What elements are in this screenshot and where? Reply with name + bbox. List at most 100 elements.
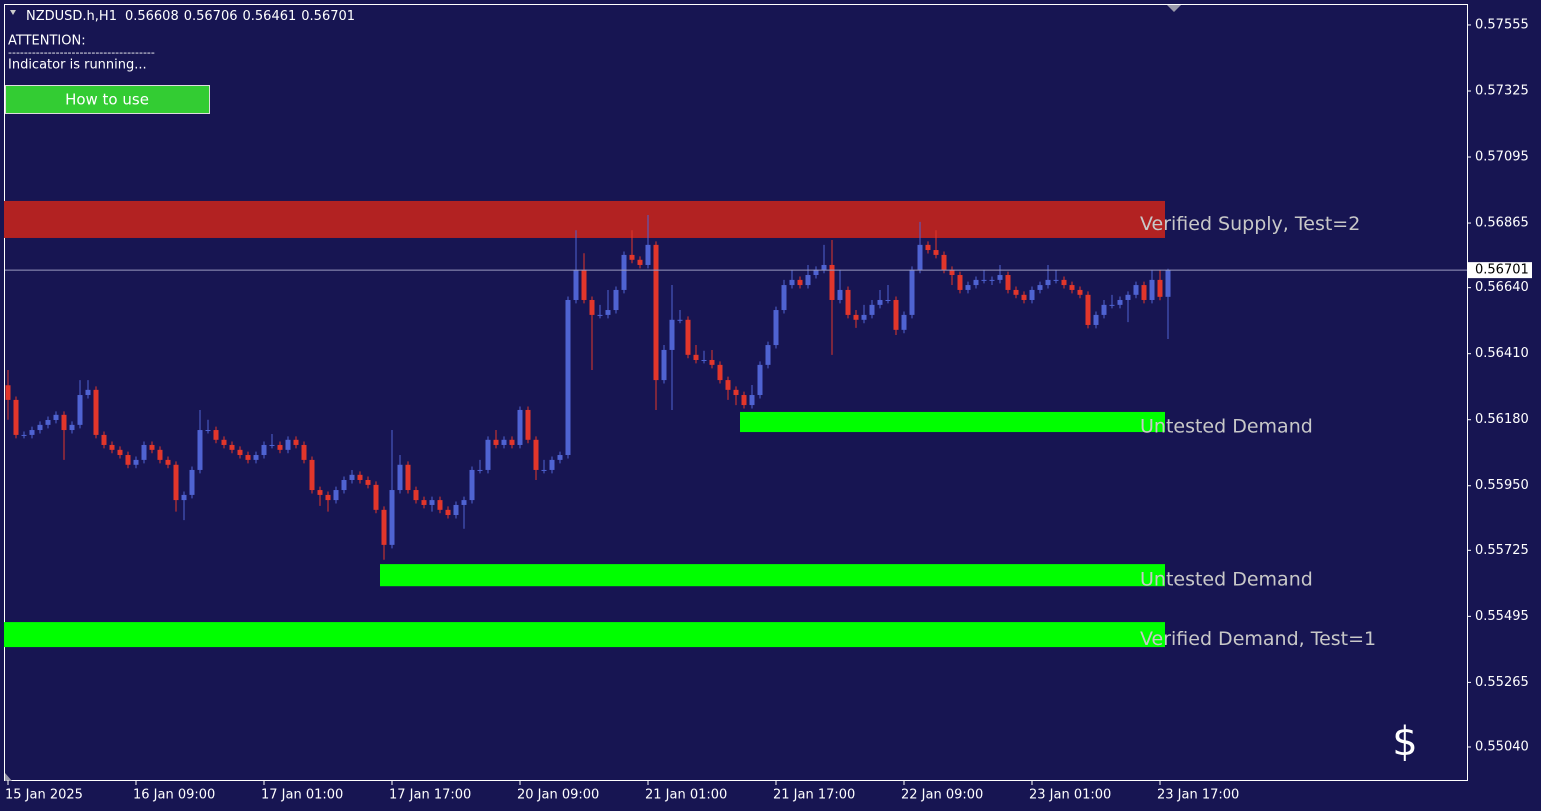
candle-body xyxy=(645,244,651,265)
candle-body xyxy=(917,244,923,270)
candle-body xyxy=(93,389,99,435)
y-tick-label: 0.57555 xyxy=(1475,17,1529,32)
x-tick-label: 17 Jan 17:00 xyxy=(389,788,471,803)
candle-body xyxy=(965,285,971,290)
candle-body xyxy=(261,444,267,456)
candle-body xyxy=(13,399,19,435)
candle-body xyxy=(21,434,27,436)
x-tick-label: 16 Jan 09:00 xyxy=(133,788,215,803)
candle-body xyxy=(253,455,259,460)
candle-body xyxy=(1133,285,1139,295)
candle-body xyxy=(133,459,139,465)
header-close: 0.56701 xyxy=(301,9,355,24)
candle-body xyxy=(685,319,691,355)
y-tick-label: 0.55040 xyxy=(1475,739,1529,754)
candle-body xyxy=(1157,279,1163,297)
candle-body xyxy=(1061,279,1067,286)
dollar-icon: $ xyxy=(1392,719,1417,765)
candle-body xyxy=(757,364,763,396)
candle-body xyxy=(461,500,467,505)
candle-body xyxy=(877,299,883,305)
candle-body xyxy=(501,439,507,445)
candle-body xyxy=(613,289,619,311)
y-tick-label: 0.56180 xyxy=(1475,412,1529,427)
candle-body xyxy=(245,455,251,460)
zone xyxy=(740,411,1165,433)
candle-body xyxy=(845,289,851,315)
button-face[interactable] xyxy=(5,85,210,114)
candle-body xyxy=(837,289,843,300)
plot-frame xyxy=(4,4,1468,781)
candle-body xyxy=(597,314,603,316)
candle-body xyxy=(445,509,451,516)
y-tick-label: 0.55725 xyxy=(1475,543,1529,558)
candle-body xyxy=(893,299,899,330)
header-arrow xyxy=(10,10,16,15)
candle-body xyxy=(117,449,123,456)
candle-body xyxy=(437,500,443,510)
x-tick-label: 23 Jan 17:00 xyxy=(1157,788,1239,803)
candle-body xyxy=(541,469,547,471)
candle-body xyxy=(1085,294,1091,325)
candle-body xyxy=(669,319,675,350)
candle-body xyxy=(885,299,891,301)
y-tick-label: 0.57095 xyxy=(1475,150,1529,165)
candle-body xyxy=(277,444,283,450)
candle-body xyxy=(189,469,195,495)
attention: ATTENTION: xyxy=(8,34,86,49)
candle-body xyxy=(453,504,459,516)
x-tick-label: 22 Jan 09:00 xyxy=(901,788,983,803)
candle-body xyxy=(45,419,51,425)
candle-body xyxy=(325,494,331,501)
zone xyxy=(4,200,1165,238)
candle-body xyxy=(173,464,179,501)
candle-body xyxy=(1165,270,1171,297)
candle-body xyxy=(485,439,491,470)
candles xyxy=(5,215,1171,560)
candle-body xyxy=(941,254,947,270)
candle-body xyxy=(741,395,747,406)
candle-body xyxy=(821,264,827,270)
candle-body xyxy=(693,354,699,360)
candle-body xyxy=(221,439,227,445)
candle-body xyxy=(581,269,587,300)
candle-body xyxy=(37,424,43,431)
candle-body xyxy=(901,314,907,330)
how-to-use-button[interactable]: How to use xyxy=(5,85,210,114)
candle-body xyxy=(101,434,107,445)
candle-body xyxy=(517,409,523,445)
zone-label: Untested Demand xyxy=(1140,569,1313,591)
zone-label: Untested Demand xyxy=(1140,416,1313,438)
candle-body xyxy=(85,389,91,396)
candle-body xyxy=(1141,285,1147,300)
candle-body xyxy=(293,439,299,445)
candle-body xyxy=(5,385,11,400)
candle-body xyxy=(525,409,531,440)
candle-body xyxy=(1069,285,1075,290)
status: Indicator is running... xyxy=(8,58,147,73)
price-label: 0.56701 xyxy=(1475,263,1529,278)
candle-body xyxy=(1093,314,1099,325)
candle-body xyxy=(77,395,83,425)
y-tick-label: 0.55950 xyxy=(1475,478,1529,493)
candle-body xyxy=(629,254,635,260)
candle-body xyxy=(637,259,643,265)
axes: 0.57555 0.57325 0.57095 0.56865 0.56640 0.564… xyxy=(5,17,1532,803)
x-tick-label: 23 Jan 01:00 xyxy=(1029,788,1111,803)
candle-body xyxy=(1101,304,1107,315)
candle-body xyxy=(717,364,723,381)
candle-body xyxy=(349,474,355,480)
candle-body xyxy=(749,395,755,406)
x-tick-label: 20 Jan 09:00 xyxy=(517,788,599,803)
candle-body xyxy=(269,444,275,446)
zones: Verified Supply, Test=2 Untested Demand Un… xyxy=(4,200,1376,650)
candle-body xyxy=(589,299,595,315)
candle-body xyxy=(853,314,859,320)
candle-body xyxy=(413,490,419,501)
button-label[interactable]: How to use xyxy=(65,91,149,109)
candle-body xyxy=(149,444,155,450)
header-low: 0.56461 xyxy=(243,9,297,24)
candle-body xyxy=(141,444,147,460)
